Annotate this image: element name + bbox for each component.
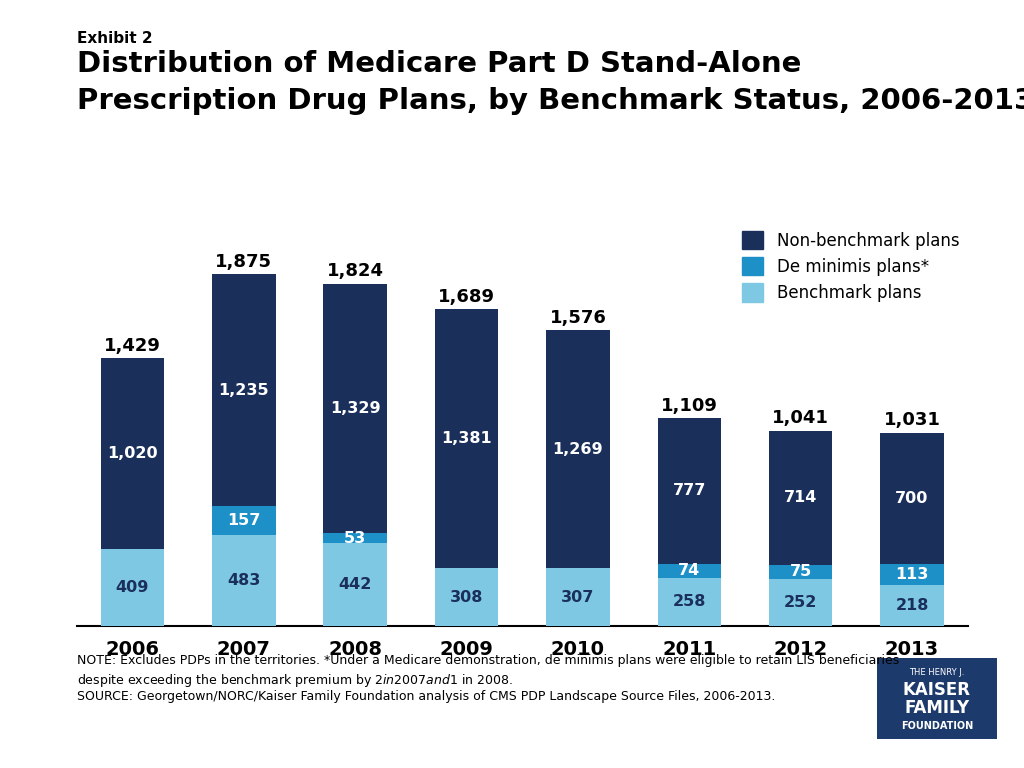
Bar [100,358,164,549]
Text: 1,576: 1,576 [550,309,606,327]
Text: Exhibit 2: Exhibit 2 [77,31,153,46]
Text: despite exceeding the benchmark premium by $2 in 2007 and $1 in 2008.: despite exceeding the benchmark premium … [77,672,513,689]
Text: 113: 113 [895,567,929,582]
Text: 1,429: 1,429 [104,336,161,355]
Text: 1,041: 1,041 [772,409,829,427]
Text: Prescription Drug Plans, by Benchmark Status, 2006-2013: Prescription Drug Plans, by Benchmark St… [77,87,1024,114]
Text: 1,381: 1,381 [441,431,492,446]
Text: FAMILY: FAMILY [904,699,970,717]
Text: 714: 714 [784,490,817,505]
Text: 777: 777 [673,483,706,498]
Bar [546,568,609,626]
Bar [769,431,833,564]
Text: 1,235: 1,235 [218,382,269,398]
Bar [212,274,275,506]
Bar [881,564,944,585]
Text: THE HENRY J.: THE HENRY J. [909,668,965,677]
Bar [657,418,721,564]
Text: Distribution of Medicare Part D Stand-Alone: Distribution of Medicare Part D Stand-Al… [77,50,801,78]
Bar [324,543,387,626]
Text: 1,020: 1,020 [108,446,158,461]
Bar [657,578,721,626]
Text: 74: 74 [678,563,700,578]
Text: 1,875: 1,875 [215,253,272,271]
Text: SOURCE: Georgetown/NORC/Kaiser Family Foundation analysis of CMS PDP Landscape S: SOURCE: Georgetown/NORC/Kaiser Family Fo… [77,690,775,703]
Text: 53: 53 [344,531,367,545]
Text: 409: 409 [116,580,150,595]
Bar [324,533,387,543]
Text: 307: 307 [561,590,595,604]
Text: 308: 308 [450,590,483,604]
Text: FOUNDATION: FOUNDATION [901,721,973,731]
Text: 442: 442 [339,577,372,592]
Bar [212,506,275,535]
Bar [212,535,275,626]
Bar [100,549,164,626]
Text: 700: 700 [895,491,929,505]
Text: 1,824: 1,824 [327,263,384,280]
Text: 1,031: 1,031 [884,411,940,429]
Bar [435,310,499,568]
Text: 75: 75 [790,564,812,579]
Bar [435,568,499,626]
Text: 252: 252 [784,594,817,610]
Bar [881,585,944,626]
Bar [881,432,944,564]
Text: 483: 483 [227,573,260,588]
Text: 1,109: 1,109 [660,396,718,415]
Text: 1,689: 1,689 [438,288,495,306]
Text: NOTE: Excludes PDPs in the territories. *Under a Medicare demonstration, de mini: NOTE: Excludes PDPs in the territories. … [77,654,899,667]
Bar [769,578,833,626]
Legend: Non-benchmark plans, De minimis plans*, Benchmark plans: Non-benchmark plans, De minimis plans*, … [741,231,959,302]
Text: 1,329: 1,329 [330,401,381,416]
Text: 157: 157 [227,513,260,528]
Text: 1,269: 1,269 [553,442,603,457]
Text: 218: 218 [895,598,929,613]
Text: KAISER: KAISER [903,681,971,700]
Bar [546,330,609,568]
Bar [324,284,387,533]
Bar [657,564,721,578]
Bar [769,564,833,578]
Text: 258: 258 [673,594,706,609]
